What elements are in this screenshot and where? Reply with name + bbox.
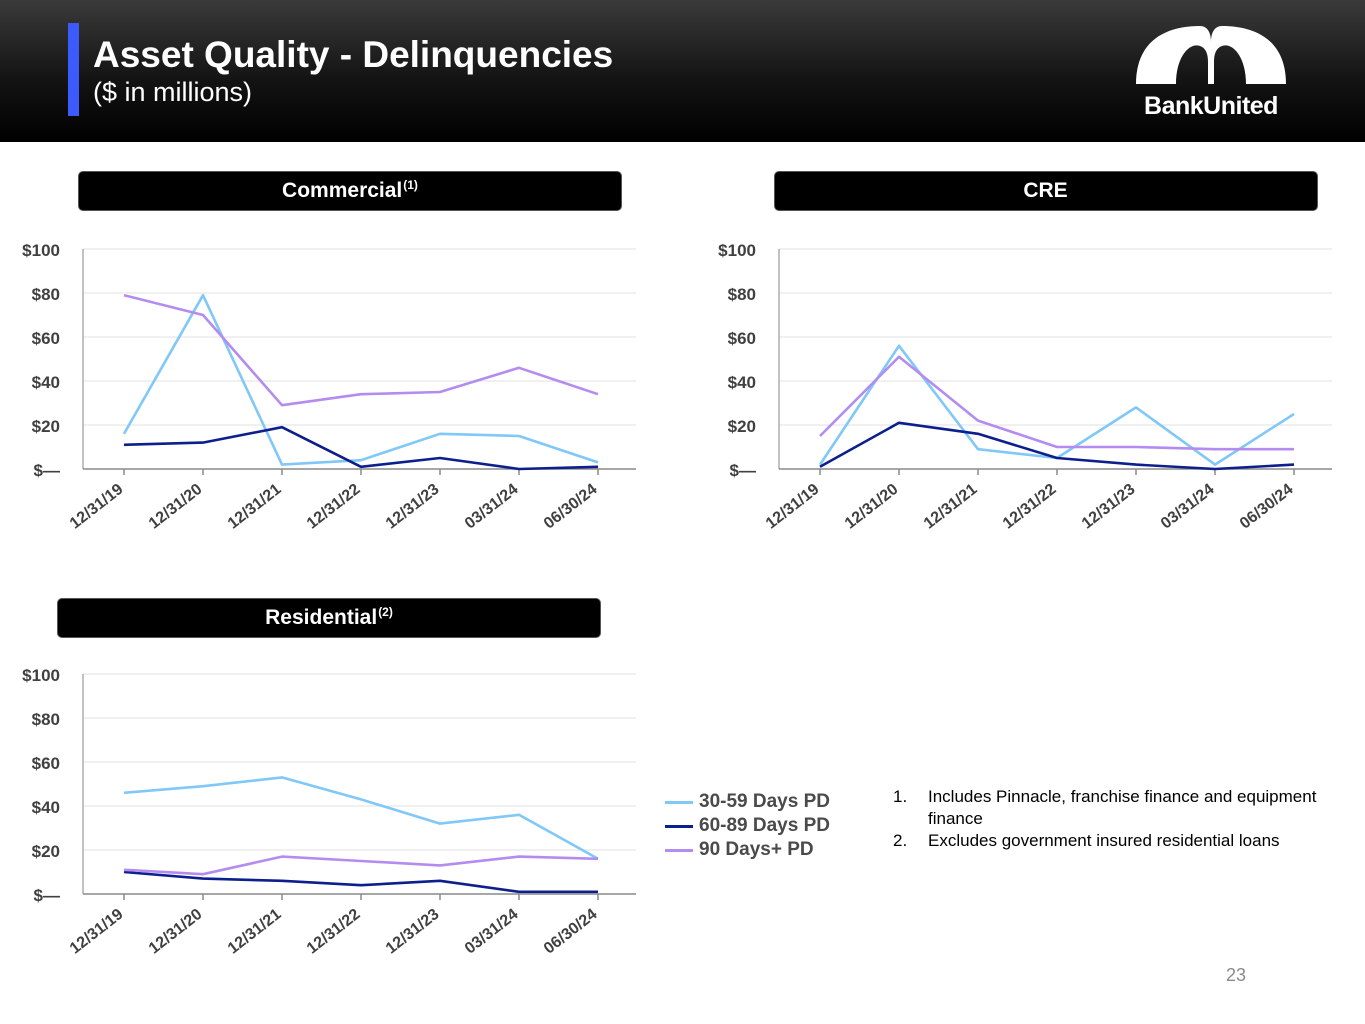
y-tick-label: $80 <box>32 285 60 304</box>
y-tick-label: $100 <box>22 666 60 685</box>
residential-panel-label: Residential(2) <box>57 598 601 638</box>
y-tick-label: $20 <box>32 417 60 436</box>
legend-item-90-plus: 90 Days+ PD <box>665 838 830 862</box>
y-tick-label: $80 <box>728 285 756 304</box>
page-title: Asset Quality - Delinquencies <box>93 34 614 75</box>
x-tick-label: 03/31/24 <box>462 906 522 958</box>
x-tick-label: 12/31/22 <box>1000 481 1060 533</box>
legend-item-30-59: 30-59 Days PD <box>665 790 830 814</box>
y-tick-label: $80 <box>32 710 60 729</box>
series-line-60-89 <box>123 425 599 471</box>
residential-chart: $— $20 $40 $60 $80 $100 12/31/19 12/31/20 12/31/… <box>22 666 636 958</box>
legend-label-90-plus: 90 Days+ PD <box>699 839 814 860</box>
footnote-number: 2. <box>893 831 908 850</box>
x-tick-label: 12/31/21 <box>921 481 981 533</box>
y-tick-label: $60 <box>32 754 60 773</box>
x-tick-label: 12/31/22 <box>304 906 364 958</box>
page-subtitle: ($ in millions) <box>93 77 253 107</box>
x-tick-label: 12/31/19 <box>67 481 127 533</box>
footnotes: 1. Includes Pinnacle, franchise finance … <box>893 786 1333 852</box>
x-tick-label: 12/31/23 <box>1079 481 1139 533</box>
y-tick-label: $— <box>730 461 756 480</box>
legend-swatch-60-89 <box>665 824 693 828</box>
x-tick-label: 12/31/20 <box>146 481 206 533</box>
footnote-1: 1. Includes Pinnacle, franchise finance … <box>893 786 1333 830</box>
x-tick-label: 12/31/19 <box>763 481 823 533</box>
x-tick-label: 12/31/20 <box>842 481 902 533</box>
brand-name: BankUnited <box>1144 92 1278 120</box>
series-line-60-89 <box>819 421 1295 471</box>
x-tick-label: 03/31/24 <box>1158 481 1218 533</box>
footnote-text: Excludes government insured residential … <box>928 831 1280 850</box>
y-tick-label: $— <box>34 461 60 480</box>
residential-footnote-ref: (2) <box>378 605 393 619</box>
y-tick-label: $— <box>34 886 60 905</box>
legend-item-60-89: 60-89 Days PD <box>665 814 830 838</box>
x-tick-label: 06/30/24 <box>541 481 601 533</box>
y-tick-label: $20 <box>728 417 756 436</box>
series-line-90-plus <box>123 293 599 407</box>
y-tick-label: $60 <box>32 329 60 348</box>
x-tick-label: 03/31/24 <box>462 481 522 533</box>
y-tick-label: $40 <box>32 373 60 392</box>
slide-header: Asset Quality - Delinquencies ($ in mill… <box>0 0 1365 142</box>
commercial-panel-label: Commercial(1) <box>78 171 622 211</box>
footnote-number: 1. <box>893 787 908 806</box>
y-tick-label: $40 <box>32 798 60 817</box>
series-line-60-89 <box>123 870 598 894</box>
x-tick-label: 06/30/24 <box>541 906 601 958</box>
residential-label-text: Residential <box>265 606 378 629</box>
y-tick-label: $100 <box>22 241 60 260</box>
cre-chart: $— $20 $40 $60 $80 $100 12/31/19 12/31/20 12/31/… <box>718 241 1332 533</box>
y-tick-label: $60 <box>728 329 756 348</box>
x-tick-label: 12/31/23 <box>383 481 443 533</box>
y-tick-label: $100 <box>718 241 756 260</box>
series-line-30-59 <box>123 776 599 860</box>
x-tick-label: 12/31/19 <box>67 906 127 958</box>
commercial-label-text: Commercial <box>282 179 403 202</box>
x-tick-label: 12/31/22 <box>304 481 364 533</box>
cre-label-text: CRE <box>1023 179 1068 202</box>
x-tick-label: 12/31/20 <box>146 906 206 958</box>
x-tick-label: 06/30/24 <box>1237 481 1297 533</box>
legend-label-30-59: 30-59 Days PD <box>699 791 830 812</box>
bankunited-logo-icon <box>1136 26 1286 84</box>
footnote-text: Includes Pinnacle, franchise finance and… <box>928 787 1317 828</box>
legend-label-60-89: 60-89 Days PD <box>699 815 830 836</box>
series-line-90-plus <box>819 355 1294 451</box>
y-tick-label: $40 <box>728 373 756 392</box>
page-number: 23 <box>1226 965 1247 985</box>
title-accent-bar <box>68 23 79 116</box>
x-tick-label: 12/31/21 <box>225 906 285 958</box>
y-tick-label: $20 <box>32 842 60 861</box>
legend-swatch-90-plus <box>665 848 693 852</box>
cre-panel-label: CRE <box>774 171 1318 211</box>
x-tick-label: 12/31/21 <box>225 481 285 533</box>
commercial-footnote-ref: (1) <box>403 178 418 192</box>
commercial-chart: $— $20 $40 $60 $80 $100 12/31/19 12/31/20 12/31/… <box>22 241 636 533</box>
series-line-90-plus <box>123 855 599 876</box>
footnote-2: 2. Excludes government insured residenti… <box>893 830 1333 852</box>
series-line-30-59 <box>122 293 599 466</box>
legend-swatch-30-59 <box>665 800 693 804</box>
chart-legend: 30-59 Days PD 60-89 Days PD 90 Days+ PD <box>665 790 830 862</box>
x-tick-label: 12/31/23 <box>383 906 443 958</box>
